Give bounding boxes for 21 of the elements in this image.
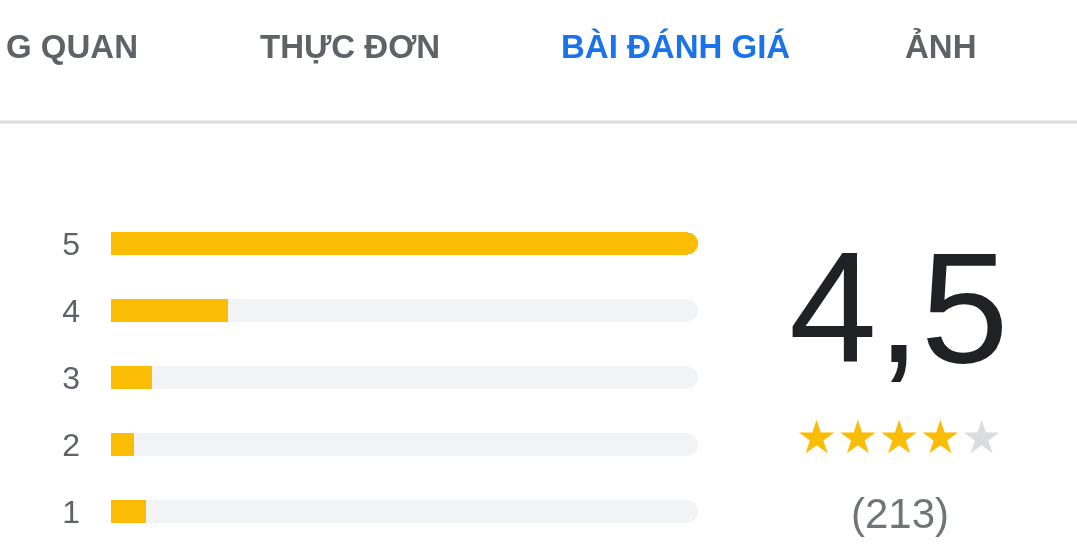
text: ★★★★★ bbox=[796, 410, 1003, 464]
bar bbox=[111, 232, 698, 255]
bar bbox=[134, 433, 698, 456]
text: BÀI ĐÁNH GIÁ bbox=[561, 28, 791, 65]
bar bbox=[146, 500, 698, 523]
y-tick-label: 2 bbox=[62, 426, 80, 463]
bar bbox=[152, 366, 698, 389]
text: G QUAN bbox=[6, 28, 138, 65]
y-tick-label: 3 bbox=[62, 359, 80, 396]
text: THỰC ĐƠN bbox=[260, 28, 441, 65]
y-tick-label: 1 bbox=[62, 493, 80, 530]
y-tick-label: 5 bbox=[62, 225, 80, 262]
bar bbox=[111, 500, 147, 523]
text: (213) bbox=[851, 490, 950, 537]
bar bbox=[111, 299, 229, 322]
bar bbox=[111, 433, 135, 456]
text: ẢNH bbox=[905, 28, 977, 65]
text: 4,5 bbox=[789, 219, 1009, 395]
bar bbox=[228, 299, 698, 322]
y-tick-label: 4 bbox=[62, 292, 80, 329]
bar bbox=[111, 366, 153, 389]
